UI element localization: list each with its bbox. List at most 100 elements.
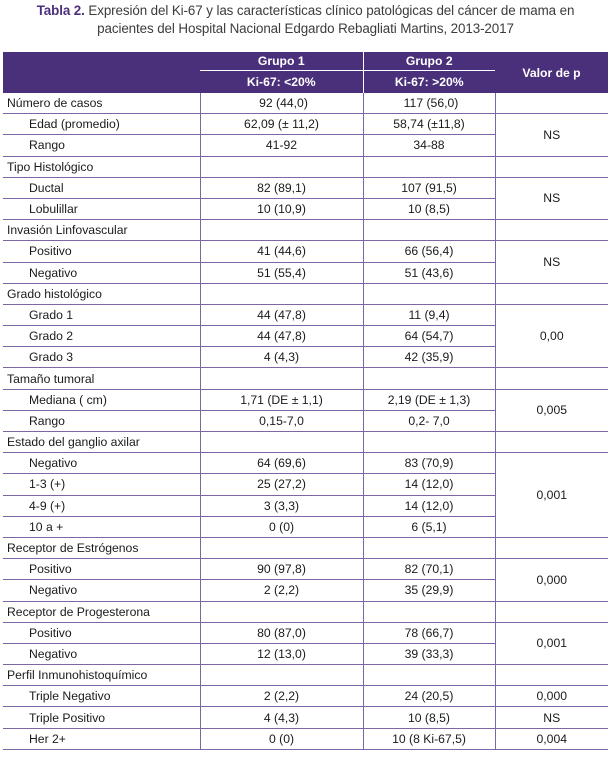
row-label: Grado 1 (3, 304, 201, 327)
header-group1: Grupo 1 (200, 52, 363, 71)
table-row: Mediana ( cm) 1,71 (DE ± 1,1) 2,19 (DE ± 1… (3, 389, 608, 433)
row-label: Positivo (3, 622, 201, 644)
table-row: Edad (promedio) 62,09 (± 11,2) 58,74 (±11,… (3, 113, 608, 157)
pvalue-cell: 0,000 (495, 558, 608, 602)
table-row: Negativo 2 (2,2) 35 (29,9) (3, 579, 608, 602)
group2-value: 51 (43,6) (363, 262, 496, 284)
pvalue-cell: 0,004 (495, 728, 608, 750)
pvalue-cell: NS (495, 706, 608, 729)
section-row: Receptor de Progesterona (3, 601, 608, 623)
pvalue-cell (495, 93, 608, 115)
table-row: Negativo 64 (69,6) 83 (70,9) 0,001 (3, 452, 608, 538)
group1-value (200, 219, 364, 242)
group2-value: 0,2- 7,0 (363, 410, 496, 433)
table-row: Grado 1 44 (47,8) 11 (9,4) 0,00 (3, 304, 608, 369)
header-group1-sub: Ki-67: <20% (200, 70, 363, 93)
table-row: Rango 0,15-7,0 0,2- 7,0 (3, 410, 608, 433)
table-row: Positivo 41 (44,6) 66 (56,4) NS (3, 240, 608, 284)
row-label: Número de casos (3, 93, 201, 115)
group2-value: 24 (20,5) (363, 685, 496, 708)
caption-text-2: pacientes del Hospital Nacional Edgardo … (97, 21, 514, 36)
group2-value: 11 (9,4) (363, 304, 496, 327)
group1-value (200, 537, 364, 560)
group2-value: 64 (54,7) (363, 325, 496, 348)
group1-value: 41-92 (200, 134, 364, 157)
section-row: Perfil Inmunohistoquímico (3, 664, 608, 687)
group2-value: 14 (12,0) (363, 495, 496, 517)
group2-value (363, 664, 496, 687)
group2-value: 78 (66,7) (363, 622, 496, 644)
table-row: Ductal 82 (89,1) 107 (91,5) NS (3, 177, 608, 221)
group1-value: 51 (55,4) (200, 262, 364, 284)
pvalue-cell (495, 431, 608, 454)
table-row: Grado 2 44 (47,8) 64 (54,7) (3, 325, 608, 348)
group2-value: 6 (5,1) (363, 516, 496, 538)
row-label: Positivo (3, 240, 201, 263)
group1-value: 92 (44,0) (200, 93, 364, 115)
caption-text-1: Expresión del Ki-67 y las característica… (88, 3, 575, 18)
row-label: Mediana ( cm) (3, 389, 201, 411)
group2-value (363, 156, 496, 178)
group1-value: 0,15-7,0 (200, 410, 364, 433)
pvalue-cell (495, 283, 608, 305)
clinical-table: Grupo 1 Grupo 2 Valor de p Ki-67: <20% K… (3, 52, 608, 750)
pvalue-cell (495, 601, 608, 623)
group2-value: 10 (8,5) (363, 706, 496, 729)
pvalue-cell: 0,00 (495, 304, 608, 369)
group1-value: 82 (89,1) (200, 177, 364, 199)
group1-value: 0 (0) (200, 728, 364, 750)
group2-value (363, 601, 496, 623)
group1-value: 2 (2,2) (200, 685, 364, 708)
row-label: Lobulillar (3, 198, 201, 221)
group2-value (363, 367, 496, 390)
pvalue-cell (495, 664, 608, 687)
header-group2-sub: Ki-67: >20% (362, 70, 495, 93)
pvalue-cell: 0,000 (495, 685, 608, 708)
section-label: Perfil Inmunohistoquímico (3, 664, 201, 687)
group1-value: 0 (0) (200, 516, 364, 538)
table-header: Grupo 1 Grupo 2 Valor de p Ki-67: <20% K… (3, 52, 608, 93)
table-row: Triple Positivo 4 (4,3) 10 (8,5) NS (3, 706, 608, 729)
table-row: Negativo 51 (55,4) 51 (43,6) (3, 262, 608, 284)
group1-value: 62,09 (± 11,2) (200, 113, 364, 136)
section-label: Receptor de Estrógenos (3, 537, 201, 560)
group2-value: 39 (33,3) (363, 643, 496, 666)
group1-value (200, 156, 364, 178)
group1-value: 25 (27,2) (200, 473, 364, 496)
section-label: Estado del ganglio axilar (3, 431, 201, 454)
row-label: Rango (3, 410, 201, 433)
group1-value: 1,71 (DE ± 1,1) (200, 389, 364, 411)
group2-value: 82 (70,1) (363, 558, 496, 581)
row-label: 4-9 (+) (3, 495, 201, 517)
group1-value: 2 (2,2) (200, 579, 364, 602)
group2-value: 10 (8 Ki-67,5) (363, 728, 496, 750)
group1-value: 90 (97,8) (200, 558, 364, 581)
row-label: Edad (promedio) (3, 113, 201, 136)
group1-value: 41 (44,6) (200, 240, 364, 263)
row-label: Negativo (3, 643, 201, 666)
table-row: Triple Negativo 2 (2,2) 24 (20,5) 0,000 (3, 685, 608, 708)
group1-value (200, 283, 364, 305)
table-row: Rango 41-92 34-88 (3, 134, 608, 157)
section-row: Grado histológico (3, 283, 608, 305)
row-label: Triple Negativo (3, 685, 201, 708)
group1-value: 4 (4,3) (200, 346, 364, 369)
group1-value: 3 (3,3) (200, 495, 364, 517)
group2-value: 35 (29,9) (363, 579, 496, 602)
table-row: Negativo 12 (13,0) 39 (33,3) (3, 643, 608, 666)
group2-value: 117 (56,0) (363, 93, 496, 115)
row-label: Grado 2 (3, 325, 201, 348)
row-label: Grado 3 (3, 346, 201, 369)
section-label: Tamaño tumoral (3, 367, 201, 390)
group1-value: 64 (69,6) (200, 452, 364, 475)
group2-value (363, 537, 496, 560)
table-row: Lobulillar 10 (10,9) 10 (8,5) (3, 198, 608, 221)
row-label: Triple Positivo (3, 706, 201, 729)
group2-value (363, 283, 496, 305)
row-label: Her 2+ (3, 728, 201, 750)
header-empty-cell (3, 52, 200, 93)
header-group2: Grupo 2 (362, 52, 495, 71)
section-row: Estado del ganglio axilar (3, 431, 608, 454)
pvalue-cell: 0,001 (495, 452, 608, 538)
